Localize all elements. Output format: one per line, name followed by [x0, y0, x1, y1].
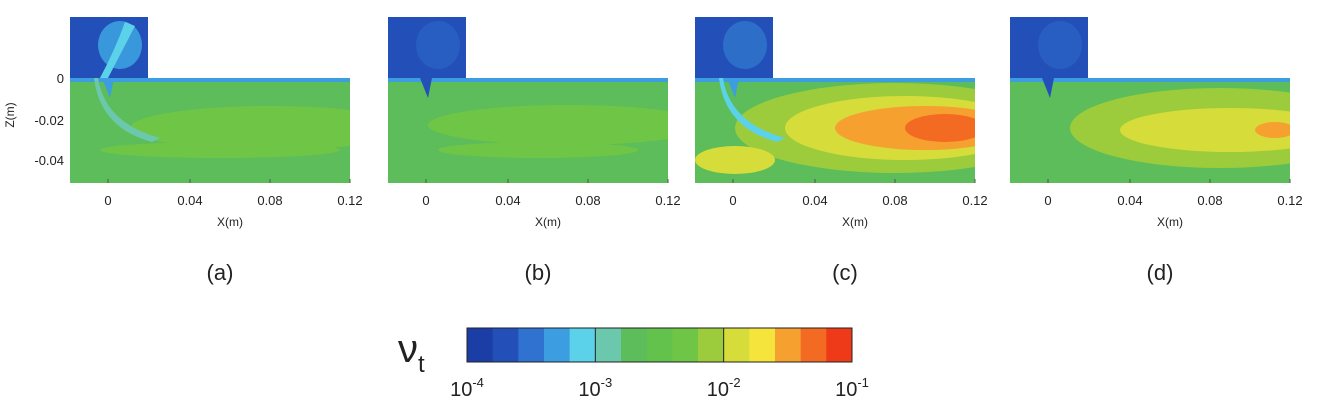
symbol: ν	[398, 327, 418, 371]
cavity	[388, 17, 466, 78]
x-tick-label: 0.12	[962, 193, 987, 208]
x-tick-label: 0	[104, 193, 111, 208]
contour	[905, 114, 975, 142]
colorbar-cell	[749, 328, 776, 362]
x-tick-label: 0.04	[495, 193, 520, 208]
x-axis-label: X(m)	[217, 215, 243, 229]
colorbar-cell	[672, 328, 699, 362]
cavity-flow	[723, 21, 767, 69]
panel: 0 0.04 0.08 0.12 X(m) (b)	[388, 17, 681, 285]
x-tick-label: 0.04	[177, 193, 202, 208]
shear-tip	[102, 78, 114, 98]
colorbar-tick-label: 10-3	[578, 375, 612, 401]
colorbar-cell	[544, 328, 571, 362]
x-tick-label: 0.12	[655, 193, 680, 208]
panel: 0 0.04 0.08 0.12 X(m) (c)	[695, 17, 988, 285]
x-tick-label: 0	[1044, 193, 1051, 208]
panel: 0 0.04 0.08 0.12 X(m) 0 -0.02 -0.04 Z(m) (a)	[3, 17, 363, 285]
x-axis-label: X(m)	[535, 215, 561, 229]
z-tick-label: -0.02	[34, 113, 64, 128]
exponent: -4	[472, 375, 484, 390]
x-tick-label: 0	[729, 193, 736, 208]
contours	[695, 83, 975, 174]
x-tick-label: 0.08	[882, 193, 907, 208]
colorbar-cell	[492, 328, 519, 362]
cavity-flow	[1038, 21, 1082, 69]
contour	[695, 146, 775, 174]
contour	[130, 106, 350, 150]
colorbar-tick-label: 10-2	[707, 375, 741, 401]
wall-layer	[70, 78, 350, 82]
contours	[428, 105, 668, 158]
base: 10	[707, 379, 729, 401]
shear-tip	[420, 78, 432, 98]
shear-plume	[719, 78, 785, 142]
colorbar-tick-label: 10-4	[450, 375, 484, 401]
colorbar-cell	[467, 328, 494, 362]
x-tick-label: 0.12	[337, 193, 362, 208]
x-axis-label: X(m)	[1157, 215, 1183, 229]
colorbar-cell	[518, 328, 545, 362]
colorbar-cell	[569, 328, 596, 362]
contour	[428, 105, 668, 145]
colorbar-cell	[646, 328, 673, 362]
base: 10	[450, 379, 472, 401]
cavity-jet	[100, 22, 135, 78]
shear-plume	[94, 78, 160, 142]
panel-label: (d)	[1147, 260, 1174, 285]
contour	[100, 142, 340, 158]
shear-tip	[1042, 78, 1054, 98]
x-tick-label: 0.04	[1117, 193, 1142, 208]
cavity	[1010, 17, 1088, 78]
x-axis-label: X(m)	[842, 215, 868, 229]
contours	[1070, 88, 1290, 168]
colorbar-tick-label: 10-1	[835, 375, 869, 401]
wall-layer	[695, 78, 975, 82]
exponent: -1	[857, 375, 869, 390]
colorbar-cell	[595, 328, 622, 362]
contour	[1255, 122, 1290, 138]
wall-layer	[388, 78, 668, 82]
colorbar-cell	[621, 328, 648, 362]
z-tick-label: -0.04	[34, 153, 64, 168]
wall-layer	[1010, 78, 1290, 82]
colorbar-cell	[698, 328, 725, 362]
panel: 0 0.04 0.08 0.12 X(m) (d)	[1010, 17, 1303, 285]
exponent: -2	[729, 375, 741, 390]
cavity-flow	[416, 21, 460, 69]
colorbar-cell	[826, 328, 853, 362]
panel-label: (a)	[207, 260, 234, 285]
colorbar-cell	[800, 328, 827, 362]
colorbar-symbol: νt	[398, 327, 425, 378]
contour	[438, 142, 638, 158]
x-tick-label: 0.08	[1197, 193, 1222, 208]
x-tick-label: 0.04	[802, 193, 827, 208]
x-tick-label: 0.08	[575, 193, 600, 208]
x-tick-label: 0	[422, 193, 429, 208]
z-axis-label: Z(m)	[3, 102, 17, 127]
contours	[100, 106, 350, 158]
base: 10	[578, 379, 600, 401]
colorbar-cell	[723, 328, 750, 362]
base: 10	[835, 379, 857, 401]
x-tick-label: 0.12	[1277, 193, 1302, 208]
panel-label: (b)	[525, 260, 552, 285]
contour	[1120, 108, 1290, 152]
cavity	[695, 17, 773, 78]
colorbar-cell	[775, 328, 802, 362]
exponent: -3	[601, 375, 613, 390]
subscript: t	[418, 351, 425, 378]
panel-label: (c)	[832, 260, 858, 285]
colorbar-frame	[466, 327, 853, 363]
z-tick-label: 0	[57, 71, 64, 86]
shear-tip	[727, 78, 739, 98]
x-tick-label: 0.08	[257, 193, 282, 208]
